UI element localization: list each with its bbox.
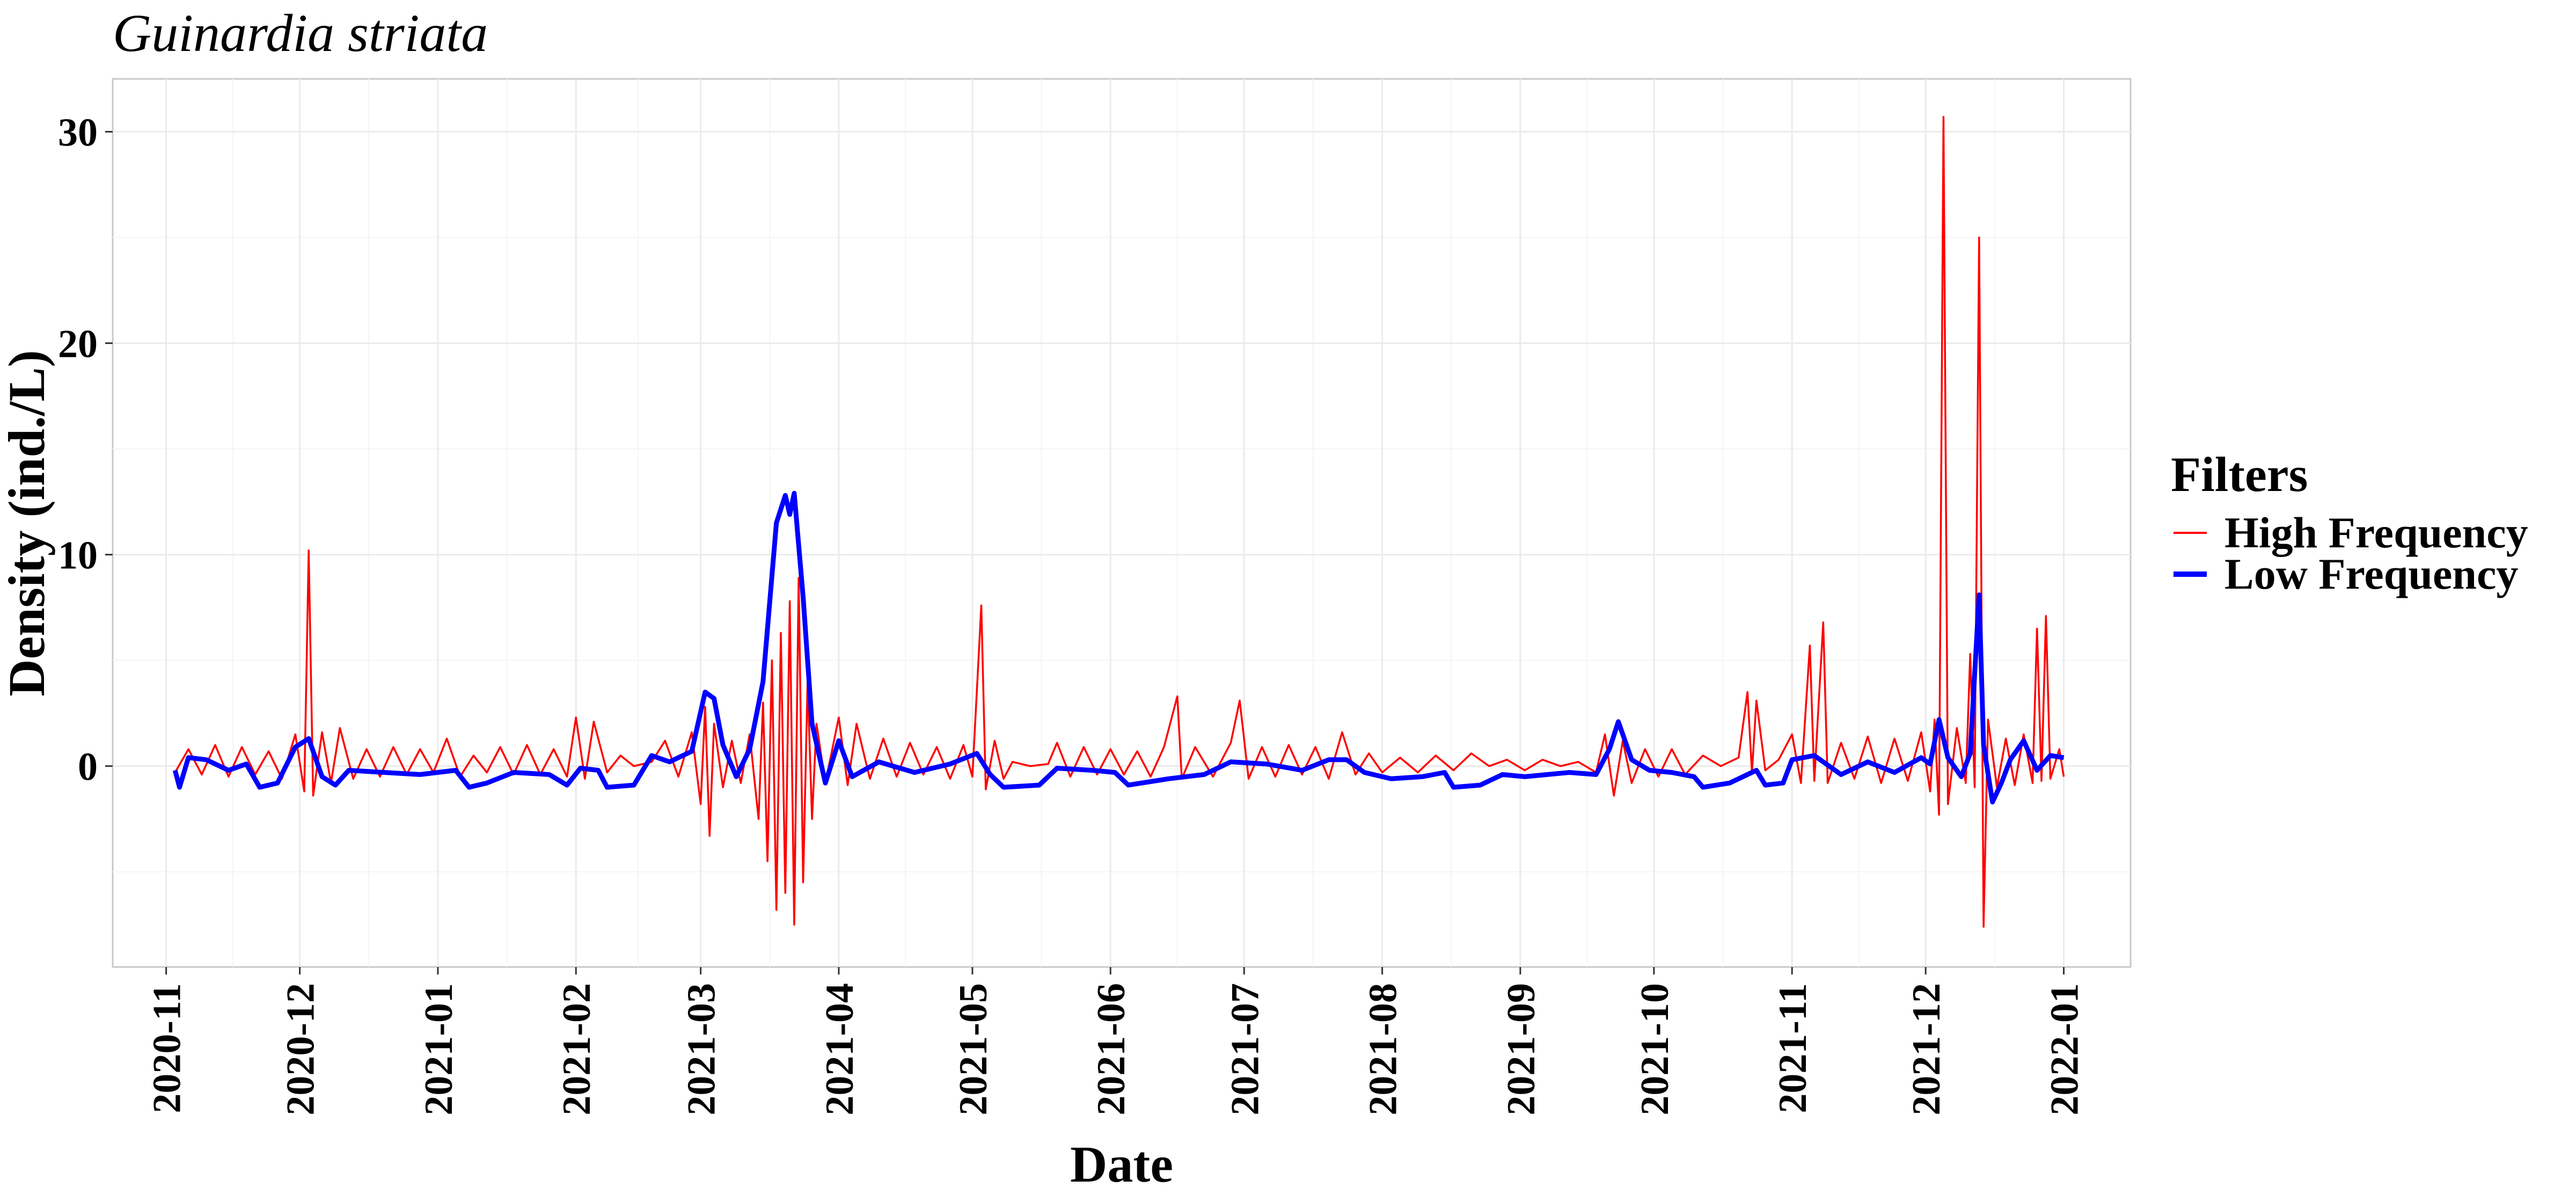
x-tick-label: 2020-12	[279, 983, 323, 1116]
legend-title: Filters	[2171, 447, 2308, 502]
chart-title: Guinardia striata	[113, 3, 488, 63]
legend: Filters High Frequency Low Frequency	[2171, 447, 2528, 598]
y-tick-label: 0	[78, 745, 98, 789]
series-line-high-frequency	[174, 116, 2065, 928]
x-tick-label: 2021-08	[1362, 983, 1406, 1116]
axis-ticks	[105, 131, 2065, 974]
legend-label-low-frequency: Low Frequency	[2224, 549, 2518, 598]
x-tick-label: 2021-03	[680, 983, 724, 1116]
legend-label-high-frequency: High Frequency	[2224, 508, 2528, 557]
x-tick-label: 2021-04	[818, 983, 862, 1116]
x-tick-label: 2021-10	[1633, 983, 1677, 1116]
y-tick-label: 30	[58, 111, 98, 155]
x-tick-label: 2021-06	[1089, 983, 1133, 1116]
x-axis-title: Date	[1070, 1135, 1173, 1193]
x-tick-label: 2021-12	[1905, 983, 1949, 1116]
x-tick-label: 2021-05	[952, 983, 996, 1116]
series-layer	[172, 116, 2065, 928]
x-tick-label: 2022-01	[2043, 983, 2087, 1116]
x-tick-label: 2021-02	[555, 983, 599, 1116]
x-tick-label: 2020-11	[145, 983, 189, 1113]
y-axis-title: Density (ind./L)	[0, 350, 55, 696]
major-gridlines	[113, 79, 2131, 967]
series-line-low-frequency	[172, 490, 2065, 805]
y-tick-label: 20	[58, 323, 98, 367]
y-axis-tick-labels: 0 10 20 30	[58, 111, 98, 789]
x-tick-label: 2021-07	[1223, 983, 1267, 1116]
x-tick-label: 2021-11	[1771, 983, 1815, 1113]
x-tick-label: 2021-01	[417, 983, 461, 1116]
x-axis-tick-labels: 2020-11 2020-12 2021-01 2021-02 2021-03 2021-…	[145, 983, 2087, 1116]
plot-panel	[112, 78, 2132, 968]
y-tick-label: 10	[58, 534, 98, 578]
minor-gridlines	[113, 79, 2131, 967]
x-tick-label: 2021-09	[1499, 983, 1543, 1116]
